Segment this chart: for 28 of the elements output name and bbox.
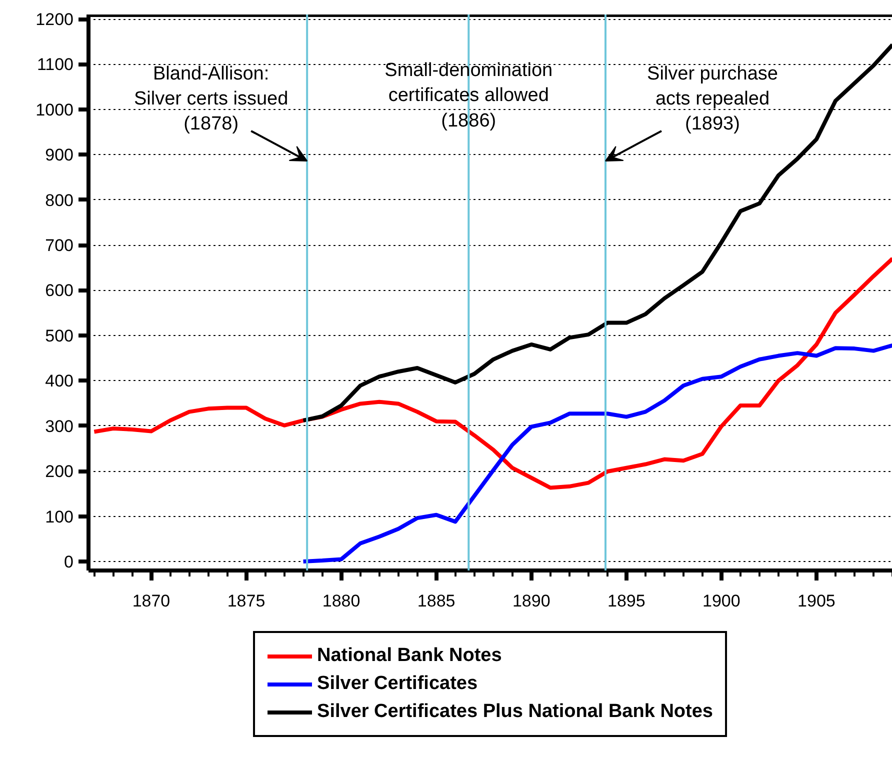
y-tick-label: 200 bbox=[45, 462, 74, 482]
y-tick-label: 400 bbox=[45, 372, 74, 391]
x-tick-label: 1875 bbox=[227, 592, 266, 610]
y-tick-label: 1000 bbox=[36, 100, 74, 120]
y-tick-label: 900 bbox=[45, 146, 74, 165]
x-tick-label: 1895 bbox=[607, 592, 646, 610]
y-tick-label: 700 bbox=[45, 236, 74, 256]
line-series bbox=[301, 343, 892, 564]
line-series bbox=[92, 256, 892, 490]
legend-label: Silver Certificates Plus National Bank Notes bbox=[317, 701, 713, 723]
y-tick-label: 800 bbox=[45, 190, 74, 210]
legend-label: Silver Certificates bbox=[317, 673, 478, 695]
y-tick-label: 1100 bbox=[36, 55, 74, 74]
y-tick-label: 500 bbox=[45, 326, 74, 346]
x-tick-label: 1900 bbox=[702, 592, 740, 610]
legend-label: National Bank Notes bbox=[317, 645, 502, 667]
x-tick-label: 1880 bbox=[322, 592, 360, 610]
y-tick-label: 600 bbox=[45, 281, 74, 300]
annotation: Bland-Allison: Silver certs issued (1878) bbox=[134, 63, 288, 135]
x-tick-label: 1905 bbox=[798, 592, 836, 610]
x-tick-label: 1870 bbox=[132, 592, 170, 610]
y-tick-label: 300 bbox=[45, 416, 74, 436]
y-tick-label: 0 bbox=[64, 552, 74, 572]
x-tick-label: 1885 bbox=[417, 592, 456, 610]
y-tick-label: 1200 bbox=[36, 10, 74, 30]
annotation: Silver purchase acts repealed (1893) bbox=[647, 63, 778, 135]
y-tick-label: 100 bbox=[45, 507, 74, 526]
x-tick-label: 1890 bbox=[512, 592, 550, 610]
